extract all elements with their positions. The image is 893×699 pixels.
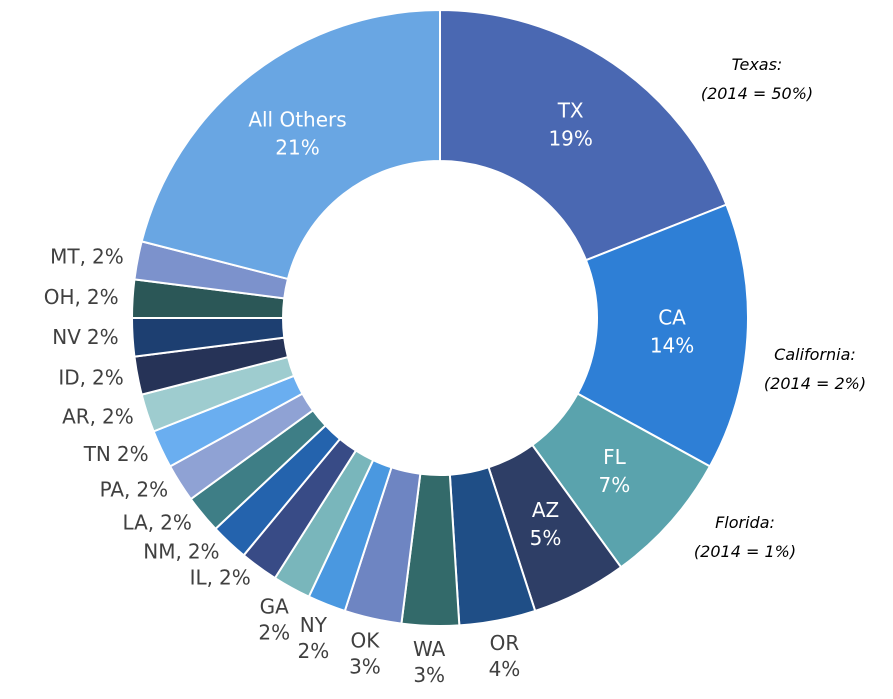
category-label: WA (413, 636, 446, 660)
category-label: ID, (58, 365, 86, 389)
category-label: AR, (62, 404, 96, 428)
value-label: 2% (87, 325, 119, 349)
donut-segment (576, 203, 749, 468)
category-label: IL, (190, 565, 213, 589)
category-label: NY (300, 612, 328, 636)
annotation-line: Florida: (715, 513, 775, 532)
category-label: TN (83, 442, 111, 466)
category-label: MT, (50, 244, 86, 268)
segment-label: FL 7% (599, 444, 631, 496)
segment-label: LA, 2% (123, 510, 192, 534)
segment-label: NM, 2% (143, 539, 219, 563)
segment-label: OK 3% (349, 628, 381, 678)
segment-label: AR, 2% (62, 404, 134, 428)
category-label: OR (490, 630, 520, 654)
segment-label: TX 19% (548, 98, 592, 150)
value-label: 2% (92, 365, 124, 389)
segment-label: GA 2% (258, 594, 290, 644)
value-label: 3% (349, 654, 381, 678)
category-label: FL (603, 444, 627, 468)
value-label: 2% (297, 638, 329, 662)
annotation: Texas: (2014 = 50%) (701, 55, 813, 103)
value-label: 2% (258, 620, 290, 644)
category-label: LA, (123, 510, 155, 534)
donut-segment (140, 8, 441, 281)
value-label: 14% (650, 333, 694, 357)
value-label: 2% (188, 539, 220, 563)
segment-label: All Others 21% (248, 107, 346, 159)
segment-label: TN 2% (83, 442, 149, 466)
category-label: AZ (532, 498, 559, 522)
annotation-line: (2014 = 50%) (701, 84, 813, 103)
annotation: California: (2014 = 2%) (764, 345, 866, 393)
segment-label: ID, 2% (58, 365, 123, 389)
segment-label: NY 2% (297, 612, 329, 662)
segment-label: MT, 2% (50, 244, 124, 268)
donut-segment (439, 8, 728, 262)
value-label: 19% (548, 126, 592, 150)
segment-label: OR 4% (489, 630, 521, 680)
segment-label: WA 3% (413, 636, 446, 686)
annotation: Florida: (2014 = 1%) (694, 513, 796, 561)
annotation-line: (2014 = 2%) (764, 374, 866, 393)
value-label: 4% (489, 656, 521, 680)
value-label: 5% (530, 526, 562, 550)
segment-label: OH, 2% (44, 284, 119, 308)
category-label: GA (260, 594, 289, 618)
category-label: CA (658, 305, 686, 329)
category-label: PA, (100, 477, 131, 501)
value-label: 2% (219, 565, 251, 589)
annotation-line: California: (774, 345, 856, 364)
value-label: 21% (275, 135, 319, 159)
category-label: OH, (44, 284, 81, 308)
segment-label: NV 2% (52, 325, 118, 349)
segment-label: IL, 2% (190, 565, 251, 589)
annotation-line: Texas: (732, 55, 783, 74)
category-label: NV (52, 325, 81, 349)
value-label: 2% (102, 404, 134, 428)
category-label: OK (351, 628, 381, 652)
segment-label: CA 14% (650, 305, 694, 357)
value-label: 2% (87, 284, 119, 308)
annotation-line: (2014 = 1%) (694, 542, 796, 561)
value-label: 2% (136, 477, 168, 501)
value-label: 7% (599, 472, 631, 496)
value-label: 2% (160, 510, 192, 534)
category-label: All Others (248, 107, 346, 131)
value-label: 3% (413, 662, 445, 686)
segment-label: PA, 2% (100, 477, 169, 501)
value-label: 2% (92, 244, 124, 268)
value-label: 2% (117, 442, 149, 466)
segment-label: AZ 5% (530, 498, 562, 550)
category-label: TX (557, 98, 584, 122)
category-label: NM, (143, 539, 182, 563)
